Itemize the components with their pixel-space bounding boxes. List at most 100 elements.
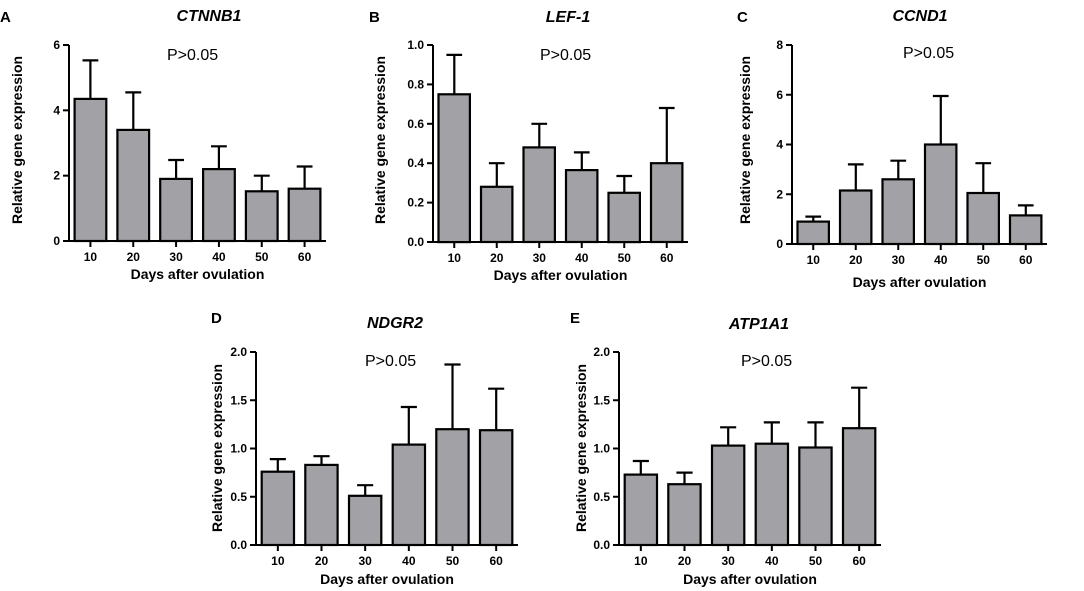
error-bar-50 <box>444 363 461 430</box>
axes <box>432 45 688 243</box>
panel-letter: A <box>0 9 11 26</box>
bar-60 <box>649 162 684 244</box>
bar-20 <box>838 189 873 246</box>
y-tick-label: 1.5 <box>593 393 610 407</box>
bar-30 <box>347 494 383 547</box>
bar-20 <box>116 128 151 243</box>
bar-40 <box>754 442 790 547</box>
error-bar-40 <box>763 421 780 444</box>
x-tick-label: 40 <box>402 554 416 568</box>
x-tick-label: 30 <box>721 554 735 568</box>
y-tick-label: 0.5 <box>230 490 247 504</box>
bar-20 <box>667 483 702 547</box>
y-tick-label: 0.5 <box>593 490 610 504</box>
y-axis-label: Relative gene expression <box>9 56 25 224</box>
bar-60 <box>1008 214 1043 246</box>
chart-title: CCND1 <box>892 8 947 25</box>
chart-panel-b: B LEF-1 P>0.05 0.0 0.2 0.4 0.6 0.8 1.0 10 20 30 40 50… <box>369 9 688 283</box>
x-tick-label: 10 <box>271 554 285 568</box>
bar-10 <box>623 473 659 547</box>
bar-10 <box>260 470 296 547</box>
bar-10 <box>796 220 830 246</box>
bar-30 <box>522 146 556 244</box>
bar-20 <box>304 463 339 547</box>
y-tick-label: 8 <box>776 38 783 52</box>
error-bar-50 <box>616 174 633 193</box>
y-axis-label: Relative gene expression <box>737 56 753 224</box>
error-bar-20 <box>676 471 693 485</box>
x-tick-label: 30 <box>892 253 906 267</box>
bar-40 <box>564 169 599 244</box>
bar-20 <box>479 185 514 244</box>
error-bar-30 <box>890 159 907 180</box>
bar-40 <box>391 443 427 547</box>
y-tick-label: 0.4 <box>407 156 424 170</box>
y-tick-label: 0.8 <box>407 77 424 91</box>
error-bar-10 <box>446 53 463 95</box>
bar-40 <box>923 143 958 246</box>
bar-60 <box>478 429 514 547</box>
y-tick-label: 2.0 <box>593 345 610 359</box>
error-bar-40 <box>573 151 590 171</box>
y-tick-label: 2.0 <box>230 345 247 359</box>
bar-50 <box>435 428 470 547</box>
error-bar-50 <box>253 174 270 192</box>
x-axis-label: Days after ovulation <box>320 571 454 587</box>
bar-60 <box>841 427 877 547</box>
error-bar-10 <box>82 59 99 99</box>
error-bar-30 <box>531 122 548 148</box>
x-tick-label: 40 <box>765 554 779 568</box>
x-tick-label: 20 <box>678 554 692 568</box>
y-tick-label: 0.0 <box>230 538 247 552</box>
x-tick-label: 20 <box>849 253 863 267</box>
error-bar-20 <box>125 91 142 130</box>
x-axis-label: Days after ovulation <box>131 266 265 282</box>
x-tick-label: 60 <box>1019 253 1033 267</box>
error-bar-60 <box>1017 204 1034 216</box>
x-tick-label: 20 <box>127 250 141 264</box>
bar-10 <box>73 97 108 243</box>
x-tick-label: 50 <box>809 554 823 568</box>
error-bar-60 <box>658 106 675 164</box>
y-tick-label: 6 <box>776 88 783 102</box>
x-tick-label: 10 <box>84 250 98 264</box>
x-tick-label: 50 <box>977 253 991 267</box>
error-bar-10 <box>805 215 822 222</box>
chart-panel-c: C CCND1 P>0.05 0 2 4 6 8 10 20 30 40 50 60 Days after … <box>737 8 1047 290</box>
error-bar-40 <box>932 94 949 145</box>
error-bar-20 <box>488 162 505 187</box>
chart-title: CTNNB1 <box>177 8 242 25</box>
chart-title: LEF-1 <box>546 9 591 26</box>
p-value-annotation: P>0.05 <box>540 47 591 64</box>
x-tick-label: 40 <box>212 250 226 264</box>
p-value-annotation: P>0.05 <box>741 353 792 370</box>
y-tick-label: 0 <box>776 237 783 251</box>
x-tick-label: 20 <box>315 554 329 568</box>
y-tick-label: 0.0 <box>593 538 610 552</box>
panel-letter: C <box>737 9 748 26</box>
error-bar-50 <box>975 162 992 193</box>
error-bar-60 <box>488 387 505 431</box>
y-axis-label: Relative gene expression <box>573 364 589 532</box>
error-bar-10 <box>269 458 286 472</box>
panel-letter: D <box>211 310 222 327</box>
bar-60 <box>287 187 322 243</box>
y-tick-label: 0.2 <box>407 196 424 210</box>
x-tick-label: 20 <box>490 251 504 265</box>
y-tick-label: 4 <box>53 103 60 117</box>
x-tick-label: 50 <box>618 251 632 265</box>
bar-30 <box>159 177 193 243</box>
y-axis-label: Relative gene expression <box>372 56 388 224</box>
x-tick-label: 60 <box>489 554 503 568</box>
bar-50 <box>244 190 279 243</box>
x-tick-label: 30 <box>169 250 183 264</box>
axes <box>255 352 518 546</box>
x-tick-label: 10 <box>807 253 821 267</box>
bar-40 <box>202 168 236 243</box>
axes <box>791 45 1047 245</box>
x-tick-label: 40 <box>934 253 948 267</box>
x-tick-label: 60 <box>298 250 312 264</box>
x-tick-label: 50 <box>446 554 460 568</box>
x-tick-label: 10 <box>448 251 462 265</box>
y-tick-label: 1.0 <box>230 442 247 456</box>
